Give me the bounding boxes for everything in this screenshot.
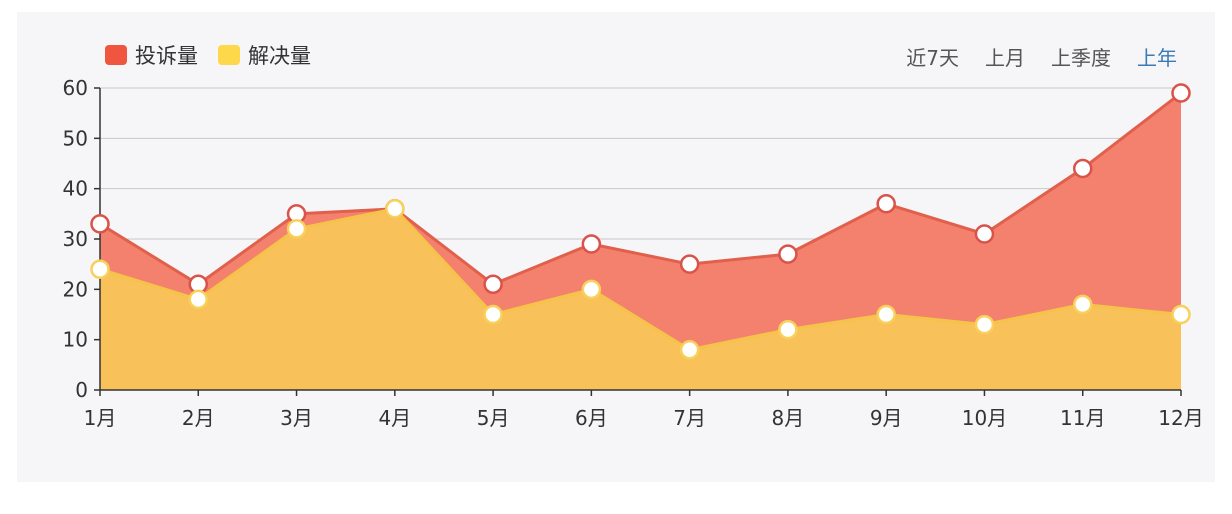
legend-label-complaints: 投诉量 <box>135 44 198 68</box>
legend-swatch-complaints <box>105 45 127 65</box>
line-series-0 <box>99 91 1182 287</box>
data-point-series-1[interactable] <box>1171 304 1191 325</box>
legend-item-complaints[interactable]: 投诉量 <box>105 40 198 70</box>
data-point-series-1[interactable] <box>385 199 405 219</box>
x-tick-label: 2月 <box>182 406 215 430</box>
x-tick-label: 11月 <box>1060 406 1105 430</box>
data-point-series-0[interactable] <box>1072 158 1093 179</box>
legend-swatch-resolved <box>218 45 240 65</box>
time-range-tabs: 近7天 上月 上季度 上年 <box>906 42 1177 71</box>
data-point-series-1[interactable] <box>876 304 896 325</box>
y-tick-label: 60 <box>63 76 88 100</box>
x-tick-label: 9月 <box>870 406 903 430</box>
y-tick-label: 20 <box>63 277 88 301</box>
y-tick-label: 50 <box>63 126 88 150</box>
data-point-series-0[interactable] <box>483 274 503 295</box>
legend-label-resolved: 解决量 <box>248 44 311 68</box>
y-tick-label: 10 <box>63 328 88 352</box>
x-tick-label: 10月 <box>962 406 1007 430</box>
data-point-series-0[interactable] <box>1171 83 1191 103</box>
y-tick-label: 40 <box>63 177 88 201</box>
data-point-series-1[interactable] <box>974 314 995 335</box>
tab-last-year[interactable]: 上年 <box>1137 46 1177 70</box>
y-tick-label: 30 <box>63 227 88 251</box>
data-point-series-0[interactable] <box>679 254 700 274</box>
x-tick-label: 12月 <box>1158 406 1203 430</box>
data-point-series-1[interactable] <box>581 279 602 300</box>
tab-last-quarter[interactable]: 上季度 <box>1051 46 1111 70</box>
data-point-series-0[interactable] <box>778 244 798 264</box>
data-point-series-0[interactable] <box>90 214 110 234</box>
data-point-series-1[interactable] <box>778 319 798 340</box>
tab-last-7-days[interactable]: 近7天 <box>906 46 959 70</box>
x-tick-label: 1月 <box>84 406 117 430</box>
data-point-series-1[interactable] <box>286 219 307 239</box>
data-point-series-1[interactable] <box>1072 294 1093 315</box>
x-tick-label: 7月 <box>673 406 706 430</box>
data-point-series-1[interactable] <box>188 289 209 310</box>
data-point-series-1[interactable] <box>483 304 503 325</box>
y-tick-label: 0 <box>75 378 88 402</box>
area-series-1 <box>100 208 1181 390</box>
x-tick-label: 5月 <box>477 406 510 430</box>
data-point-series-1[interactable] <box>679 339 700 360</box>
data-point-series-1[interactable] <box>90 259 110 279</box>
data-point-series-0[interactable] <box>581 234 602 254</box>
tab-last-month[interactable]: 上月 <box>985 46 1025 70</box>
x-tick-label: 8月 <box>772 406 805 430</box>
x-tick-label: 4月 <box>378 406 411 430</box>
x-tick-label: 3月 <box>280 406 313 430</box>
line-series-1 <box>99 207 1182 352</box>
legend-item-resolved[interactable]: 解决量 <box>218 40 311 70</box>
data-point-series-0[interactable] <box>876 194 896 214</box>
data-point-series-0[interactable] <box>974 224 995 244</box>
chart-legend: 投诉量 解决量 <box>105 40 311 70</box>
x-tick-label: 6月 <box>575 406 608 430</box>
